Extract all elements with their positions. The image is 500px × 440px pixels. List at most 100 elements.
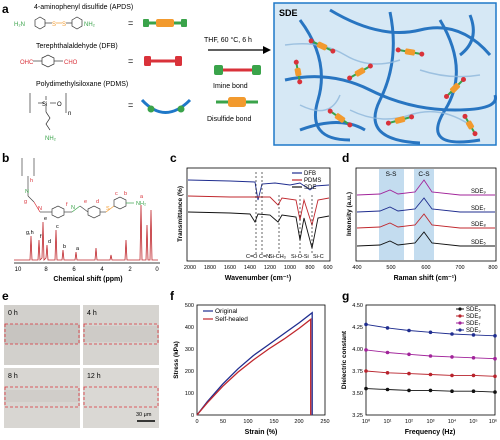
svg-text:500: 500 — [386, 265, 395, 271]
svg-text:12 h: 12 h — [87, 373, 101, 380]
svg-text:SDE₇: SDE₇ — [471, 206, 485, 212]
micrograph-0h: 0 h — [4, 305, 80, 365]
svg-text:4: 4 — [100, 267, 104, 273]
svg-text:SDE₅: SDE₅ — [466, 307, 481, 313]
svg-text:d: d — [48, 239, 51, 245]
panel-b-letter: b — [2, 151, 9, 165]
svg-text:10⁵: 10⁵ — [469, 418, 477, 425]
data-point-3-5 — [450, 355, 454, 359]
raman-curves — [356, 179, 495, 247]
ftir-dashed-lines — [255, 172, 313, 254]
svg-text:S: S — [62, 22, 66, 28]
svg-text:N: N — [71, 205, 75, 211]
panel-g-letter: g — [342, 289, 349, 303]
svg-text:50: 50 — [220, 419, 226, 425]
svg-text:6: 6 — [72, 267, 76, 273]
svg-text:4.50: 4.50 — [352, 303, 363, 309]
apds-equals: = — [128, 18, 133, 28]
svg-text:e: e — [44, 216, 47, 222]
dfb-structure — [33, 54, 63, 68]
svg-text:100: 100 — [243, 419, 252, 425]
svg-text:1000: 1000 — [284, 265, 296, 271]
svg-text:10⁶: 10⁶ — [489, 418, 497, 425]
data-point-2-3 — [407, 371, 411, 376]
svg-text:PDMS: PDMS — [304, 178, 321, 184]
data-point-1-2 — [385, 387, 390, 392]
scale-bar-label: 30 μm — [136, 412, 152, 418]
svg-text:a: a — [76, 246, 80, 252]
svg-text:0 h: 0 h — [8, 310, 18, 317]
data-point-2-2 — [385, 371, 390, 375]
svg-text:Original: Original — [215, 308, 238, 315]
svg-text:4.00: 4.00 — [352, 347, 363, 353]
structure-atom-labels: N N N S NH₂ — [25, 189, 146, 212]
panel-b: b N N N S NH₂ h g f e — [2, 151, 160, 283]
svg-text:10⁰: 10⁰ — [362, 418, 371, 425]
svg-text:Self-healed: Self-healed — [215, 316, 248, 323]
svg-text:C=O: C=O — [246, 254, 258, 260]
svg-text:10⁴: 10⁴ — [448, 418, 457, 425]
data-point-2-5 — [450, 373, 454, 378]
band-ss — [379, 169, 404, 260]
apds-left-group: H₂N — [14, 22, 25, 28]
dielectric-plot — [364, 322, 497, 394]
raman-series-labels: SDE₉ SDE₇ SDE₈ SDE₅ — [471, 189, 486, 246]
series-line-original — [196, 311, 313, 416]
svg-text:SDE₈: SDE₈ — [471, 222, 486, 228]
dfb-icon — [144, 56, 182, 66]
svg-text:NH₂: NH₂ — [136, 201, 146, 207]
svg-text:f: f — [40, 234, 42, 240]
band-cs-label: C-S — [418, 171, 430, 178]
panel-d-letter: d — [342, 151, 349, 165]
svg-text:SDE₈: SDE₈ — [466, 314, 481, 320]
micrograph-8h: 8 h — [4, 368, 80, 428]
svg-text:b: b — [63, 244, 66, 250]
svg-text:d: d — [96, 199, 99, 205]
pdms-si: Si — [42, 102, 47, 108]
svg-text:SDE: SDE — [304, 185, 316, 191]
panel-c-letter: c — [170, 151, 177, 165]
series-line-self-healed — [196, 317, 312, 416]
svg-text:800: 800 — [488, 265, 497, 271]
dielectric-legend: SDE₅ SDE₈ SDE₇ SDE₉ — [456, 307, 481, 334]
svg-text:2000: 2000 — [184, 265, 196, 271]
svg-text:3.50: 3.50 — [352, 391, 363, 397]
svg-text:10²: 10² — [405, 419, 413, 425]
svg-text:S: S — [106, 206, 110, 212]
data-point-4-1 — [364, 322, 368, 327]
svg-text:200: 200 — [185, 369, 194, 375]
svg-text:1400: 1400 — [244, 265, 256, 271]
svg-text:8 h: 8 h — [8, 373, 18, 380]
panel-d: d S-S C-S Intensity (a.u.) SDE₉ SDE₇ SDE… — [342, 151, 498, 282]
apds-structure: S S — [34, 16, 83, 30]
data-point-4-2 — [385, 326, 390, 330]
reaction-conditions: THF, 60 °C, 6 h — [204, 36, 252, 44]
svg-text:250: 250 — [320, 419, 329, 425]
disulfide-bond-label: Disulfide bond — [207, 116, 251, 123]
nmr-peak-labels: g,h f e d c b a — [26, 216, 80, 252]
stress-legend: Original Self-healed — [203, 308, 248, 323]
nmr-spectrum — [14, 204, 160, 264]
stress-strain-plot — [196, 311, 313, 416]
ftir-x-ticks: 2000 1800 1600 1400 1200 1000 800 600 — [184, 265, 333, 271]
data-point-2-1 — [364, 369, 368, 373]
ftir-annotations: C=O C=N Si-CH₃ Si-O-Si Si-C — [246, 254, 324, 260]
raman-frame — [355, 167, 497, 262]
svg-text:10³: 10³ — [427, 419, 435, 425]
svg-text:1800: 1800 — [204, 265, 216, 271]
data-point-4-5 — [450, 332, 454, 336]
sde-network-label: SDE — [279, 8, 298, 18]
svg-text:SDE₇: SDE₇ — [466, 321, 480, 327]
svg-text:c: c — [56, 224, 59, 230]
svg-text:4 h: 4 h — [87, 310, 97, 317]
pdms-nh2: NH₂ — [45, 136, 57, 142]
ftir-x-label: Wavenumber (cm⁻¹) — [225, 275, 291, 282]
svg-text:Si-C: Si-C — [313, 254, 324, 260]
nmr-x-ticks: 10 8 6 4 2 0 — [15, 267, 160, 273]
svg-text:0: 0 — [191, 413, 194, 419]
svg-text:e: e — [84, 199, 87, 205]
micrograph-4h: 4 h — [83, 305, 159, 365]
stress-frame — [196, 304, 326, 416]
raman-y-label: Intensity (a.u.) — [346, 192, 353, 236]
